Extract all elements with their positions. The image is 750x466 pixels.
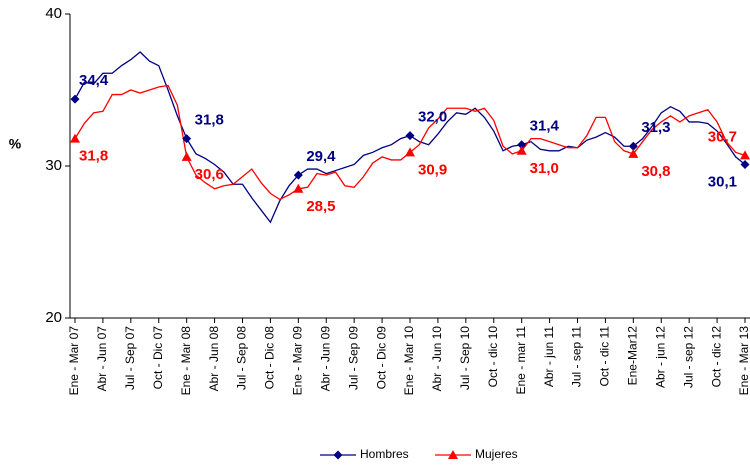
x-tick-label: Ene - mar 11 (514, 326, 528, 395)
x-tick-label: Oct - Dic 09 (374, 326, 388, 390)
x-tick-label: Oct - dic 11 (598, 326, 612, 387)
x-tick-label: Oct - dic 12 (709, 326, 723, 388)
marker (516, 145, 527, 155)
value-label: 30,6 (195, 166, 224, 183)
x-tick-label: Jul - Sep 07 (123, 326, 137, 390)
marker (405, 147, 415, 157)
x-tick-label: Jul - Sep 09 (346, 326, 360, 390)
marker (740, 150, 750, 160)
value-label: 31,3 (641, 119, 670, 136)
x-tick-label: Ene - Mar 13 (737, 326, 750, 396)
x-tick-label: Ene - Mar 07 (67, 326, 81, 396)
y-tick-label: 30 (45, 157, 62, 174)
x-tick-label: Jul - Sep 08 (235, 326, 249, 390)
marker (293, 183, 304, 193)
marker (70, 133, 80, 143)
value-label: 31,8 (79, 148, 108, 165)
x-tick-label: Ene-Mar12 (626, 326, 640, 386)
marker (405, 131, 415, 141)
marker (181, 151, 192, 161)
value-label: 30,1 (708, 173, 737, 190)
marker (628, 141, 638, 151)
x-tick-label: Ene - Mar 09 (291, 326, 305, 396)
x-tick-label: Abr - Jun 09 (318, 326, 332, 392)
x-tick-label: Jul - sep 12 (681, 326, 695, 388)
y-tick-label: 20 (45, 309, 62, 326)
value-label: 30,7 (708, 128, 737, 145)
value-label: 31,0 (530, 160, 559, 177)
value-label: 31,4 (530, 118, 560, 135)
legend-label: Hombres (360, 447, 409, 461)
legend-marker (448, 450, 458, 459)
y-axis-label: % (9, 136, 22, 152)
x-tick-label: Abr - Jun 08 (207, 326, 221, 392)
x-tick-label: Abr - Jun 10 (430, 326, 444, 392)
value-label: 30,9 (418, 161, 447, 178)
marker (293, 170, 303, 180)
x-tick-label: Ene - Mar 10 (402, 326, 416, 396)
x-tick-label: Abr - jun 11 (542, 326, 556, 387)
marker (517, 140, 527, 150)
series-line (74, 84, 746, 201)
x-tick-label: Jul - Sep 10 (458, 326, 472, 390)
marker (628, 148, 639, 158)
value-label: 31,8 (195, 112, 224, 129)
y-tick-label: 40 (45, 5, 62, 22)
value-label: 29,4 (306, 148, 336, 165)
x-tick-label: Oct - Dic 08 (263, 326, 277, 390)
x-tick-label: Oct - Dic 07 (151, 326, 165, 390)
value-label: 34,4 (79, 72, 109, 89)
legend-marker (333, 450, 343, 460)
marker (182, 134, 192, 144)
legend-label: Mujeres (475, 447, 518, 461)
x-tick-label: Jul - sep 11 (570, 326, 584, 387)
value-label: 30,8 (641, 163, 670, 180)
x-tick-label: Oct - dic 10 (486, 326, 500, 388)
marker (70, 94, 80, 104)
value-label: 32,0 (418, 109, 447, 126)
marker (740, 159, 750, 169)
x-tick-label: Abr - Jun 07 (95, 326, 109, 392)
x-tick-label: Abr - jun 12 (653, 326, 667, 388)
x-tick-label: Ene - Mar 08 (179, 326, 193, 396)
value-label: 28,5 (306, 198, 335, 215)
